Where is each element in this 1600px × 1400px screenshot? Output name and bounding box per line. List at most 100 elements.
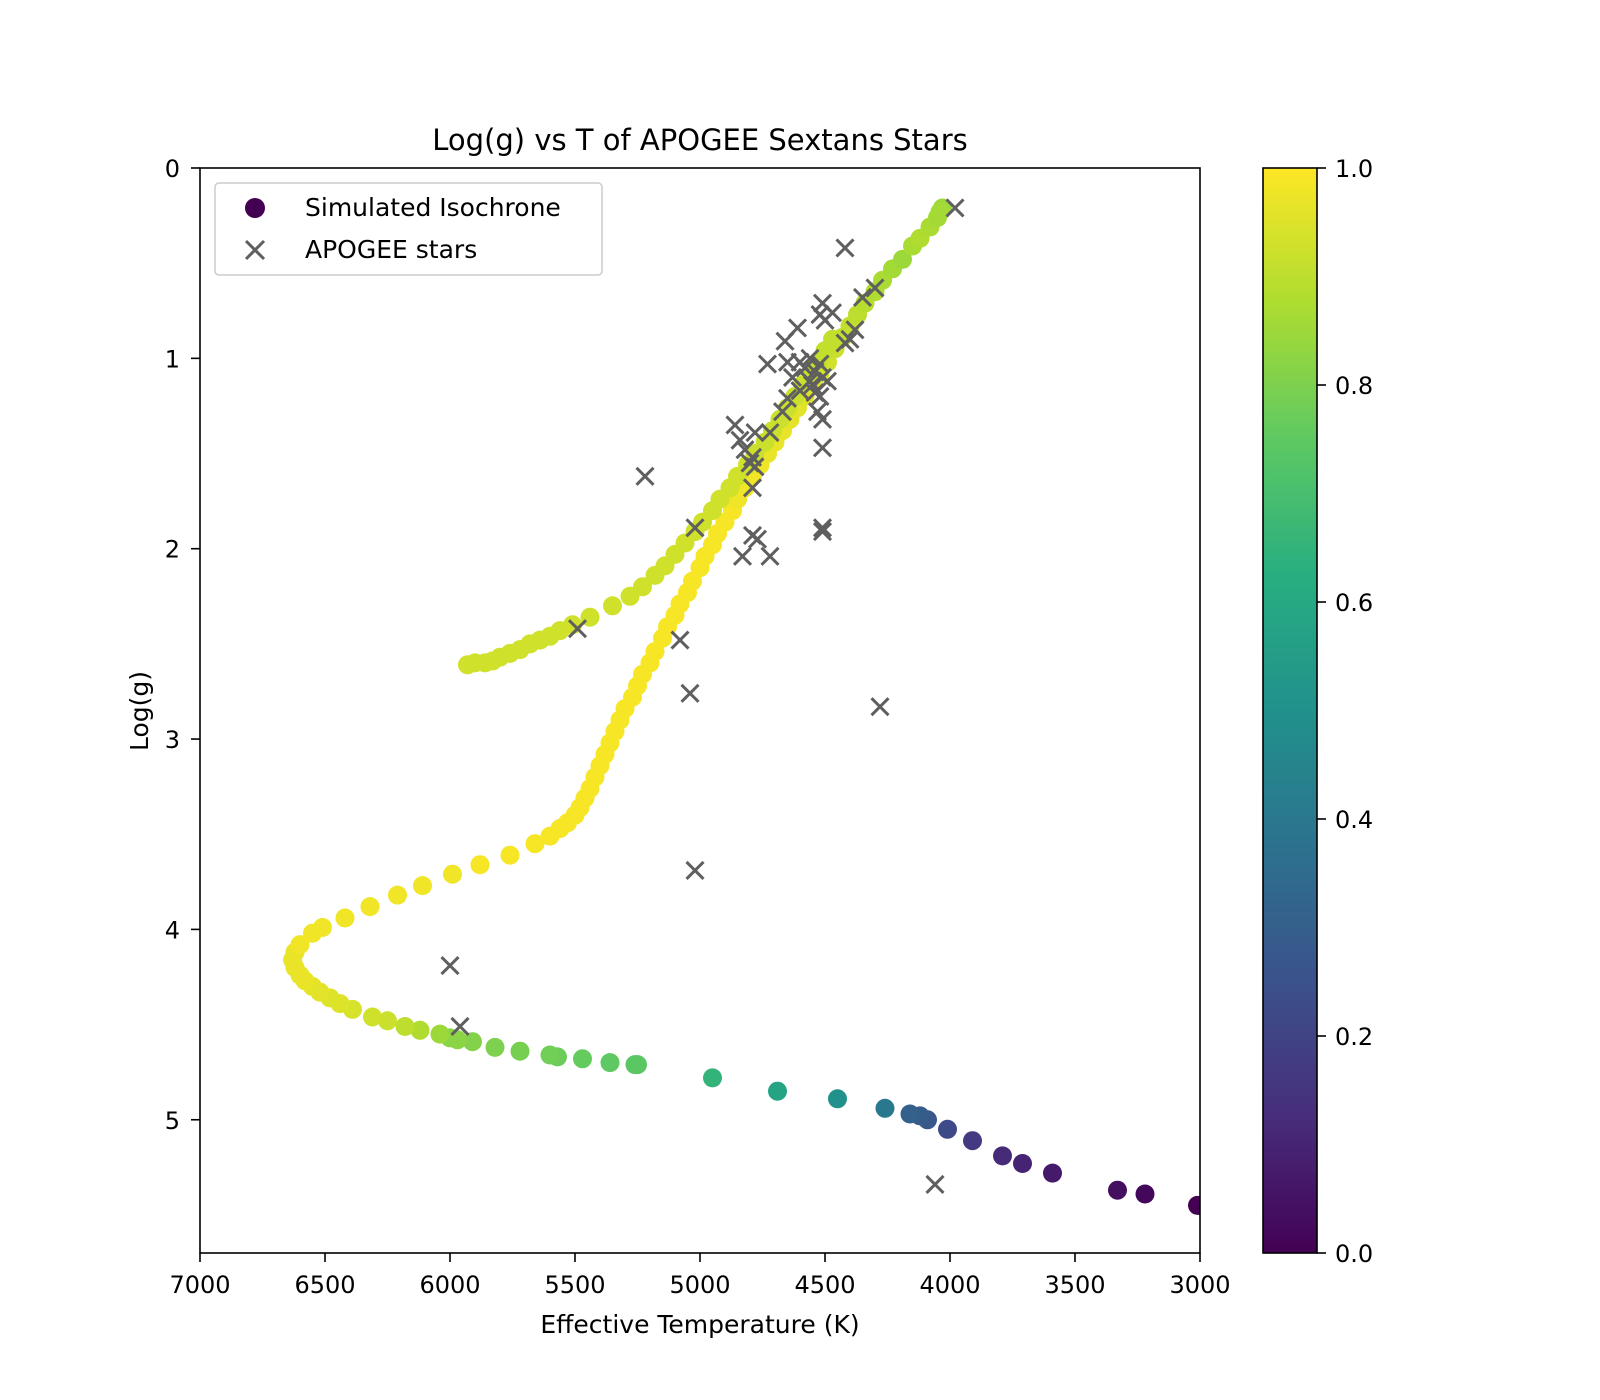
- apogee-star-marker: [810, 386, 830, 406]
- x-tick-label: 6000: [419, 1271, 480, 1299]
- apogee-star-marker: [777, 388, 798, 408]
- plot-frame: [199, 167, 1201, 1254]
- isochrone-point: [963, 1131, 982, 1151]
- apogee-star-marker: [835, 333, 855, 353]
- legend: Simulated Isochrone APOGEE stars: [214, 182, 603, 276]
- isochrone-point: [363, 1007, 382, 1027]
- x-tick-label: 3500: [1044, 1271, 1105, 1299]
- apogee-star-marker: [730, 430, 750, 450]
- isochrone-point: [1108, 1180, 1127, 1200]
- isochrone-point: [1188, 1195, 1200, 1215]
- apogee-star-marker: [450, 1016, 470, 1037]
- isochrone-point: [1043, 1163, 1062, 1183]
- colorbar-tick-label: 0.0: [1335, 1240, 1373, 1268]
- apogee-star-marker: [845, 320, 865, 340]
- colorbar: [1262, 167, 1318, 1254]
- isochrone-point: [540, 1045, 560, 1065]
- isochrone-point: [378, 1011, 397, 1031]
- apogee-star-marker: [782, 367, 803, 387]
- apogee-star-marker: [945, 198, 965, 218]
- apogee-star-marker: [812, 518, 833, 538]
- apogee-star-marker: [680, 683, 700, 703]
- isochrone-point: [500, 845, 520, 865]
- apogee-star-marker: [742, 478, 763, 498]
- isochrone-point: [388, 885, 407, 905]
- apogee-star-marker: [790, 381, 810, 401]
- y-tick-label: 2: [165, 536, 180, 564]
- y-axis: 0 1 2 3 4 5: [165, 155, 200, 1135]
- y-tick-label: 1: [165, 345, 180, 373]
- x-tick-label: 4500: [794, 1271, 855, 1299]
- isochrone-point: [485, 1037, 505, 1057]
- chart-title: Log(g) vs T of APOGEE Sextans Stars: [432, 123, 967, 157]
- x-axis: 7000 6500 6000 5500 5000 4500 4000 3500 3000: [169, 1253, 1231, 1299]
- apogee-star-marker: [732, 546, 753, 566]
- isochrone-point: [443, 864, 462, 884]
- isochrone-point: [703, 1068, 722, 1088]
- apogee-star-marker: [815, 310, 835, 330]
- x-tick-label: 6500: [294, 1271, 355, 1299]
- x-tick-label: 5500: [544, 1271, 605, 1299]
- apogee-star-marker: [835, 238, 855, 258]
- isochrone-point: [360, 897, 380, 917]
- apogee-star-marker: [812, 438, 833, 458]
- y-tick-label: 0: [165, 155, 180, 183]
- apogee-star-marker: [635, 466, 655, 486]
- apogee-star-marker: [812, 409, 833, 429]
- x-tick-label: 5000: [669, 1271, 730, 1299]
- apogee-star-marker: [747, 529, 768, 549]
- apogee-star-marker: [852, 287, 873, 307]
- legend-circle-marker: [245, 198, 265, 218]
- apogee-star-marker: [925, 1174, 945, 1195]
- apogee-star-marker: [775, 331, 795, 351]
- apogee-star-marker: [670, 630, 690, 650]
- apogee-star-marker: [440, 956, 460, 976]
- colorbar-tick-label: 0.2: [1335, 1023, 1373, 1051]
- colorbar-tick-label: 0.4: [1335, 806, 1373, 834]
- apogee-star-marker: [795, 358, 815, 378]
- isochrone-point: [290, 935, 310, 955]
- apogee-star-marker: [760, 546, 780, 566]
- x-tick-label: 4000: [919, 1271, 980, 1299]
- isochrone-point: [413, 876, 432, 896]
- apogee-star-marker: [777, 352, 798, 372]
- x-tick-label: 7000: [169, 1271, 230, 1299]
- isochrone-point: [1135, 1184, 1155, 1204]
- apogee-star-marker: [685, 518, 705, 538]
- apogee-star-marker: [802, 375, 823, 395]
- isochrone-point: [1013, 1154, 1032, 1173]
- apogee-star-marker: [772, 402, 793, 422]
- colorbar-axis: 0.0 0.2 0.4 0.6 0.8 1.0: [1317, 155, 1373, 1268]
- y-tick-label: 3: [165, 726, 180, 754]
- y-axis-label: Log(g): [125, 671, 154, 751]
- isochrone-point: [463, 1032, 482, 1052]
- apogee-star-marker: [865, 278, 885, 298]
- isochrone-point: [875, 1098, 895, 1118]
- isochrone-point: [525, 834, 545, 854]
- isochrone-point: [335, 908, 355, 928]
- apogee-star-marker: [757, 354, 778, 374]
- apogee-star-marker: [745, 423, 765, 443]
- isochrone-point: [633, 577, 652, 597]
- y-tick-label: 5: [165, 1107, 180, 1135]
- isochrone-point: [828, 1089, 847, 1109]
- apogee-star-marker: [812, 367, 833, 387]
- apogee-star-marker: [870, 697, 890, 717]
- isochrone-point: [993, 1146, 1012, 1166]
- legend-box: [214, 182, 603, 276]
- isochrone-point: [900, 1104, 920, 1124]
- isochrone-point: [930, 202, 950, 222]
- isochrone-point: [938, 1119, 957, 1139]
- isochrone-point: [510, 1041, 530, 1061]
- isochrone-point: [395, 1017, 415, 1036]
- apogee-star-marker: [800, 348, 820, 368]
- isochrone-point: [410, 1020, 430, 1040]
- isochrone-point: [625, 1055, 645, 1075]
- apogee-star-marker: [567, 619, 588, 639]
- points-layer: [283, 198, 1200, 1215]
- legend-label-apogee: APOGEE stars: [305, 235, 477, 264]
- isochrone-point: [573, 1049, 592, 1069]
- isochrone-point: [768, 1081, 787, 1101]
- apogee-star-marker: [812, 293, 833, 313]
